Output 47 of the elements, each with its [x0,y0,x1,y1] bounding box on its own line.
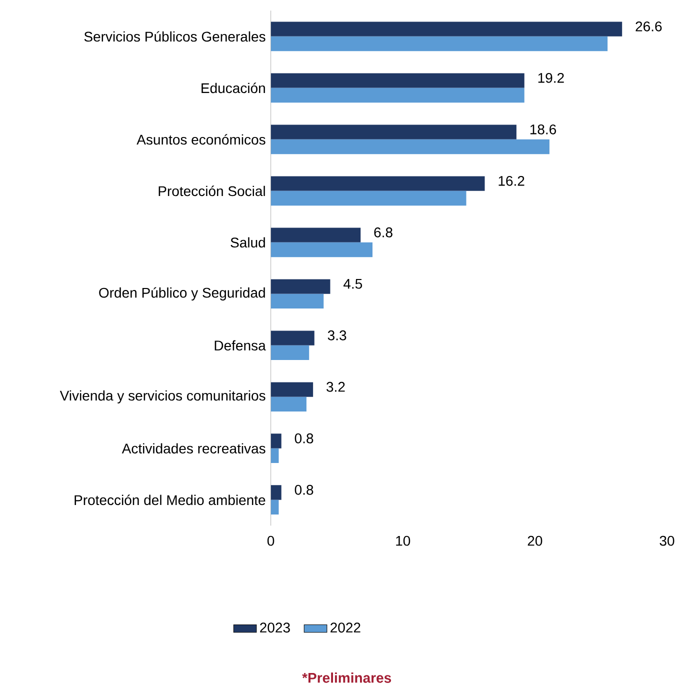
y-tick-label: Salud [230,237,265,248]
data-label: 19.2 [538,73,564,84]
bar [270,330,314,346]
bar [270,279,330,294]
data-label: 4.5 [343,279,362,289]
bar [270,294,324,309]
y-tick-label: Protección del Medio ambiente [74,494,266,506]
data-label: 6.8 [374,228,392,238]
bar [270,242,372,258]
bar [270,73,524,88]
legend-label: 2023 [260,622,290,633]
x-tick-label: 30 [660,536,674,546]
bar [270,397,306,412]
y-tick-label: Asuntos económicos [136,134,266,145]
bar [270,500,279,515]
y-tick-label: Actividades recreativas [122,443,266,454]
y-tick-label: Educación [202,82,265,94]
bar [270,382,314,398]
bar [270,36,608,52]
bar [270,191,466,206]
data-label: 18.6 [530,124,556,135]
bar [270,176,485,192]
x-tick-label: 0 [267,536,274,546]
y-tick-label: Defensa [214,340,266,351]
data-label: 3.2 [326,382,345,392]
bar [270,22,622,37]
y-tick-label: Orden Público y Seguridad [99,287,265,301]
x-tick-label: 20 [528,536,542,546]
data-label: 16.2 [498,176,524,186]
legend-label: 2022 [330,622,360,633]
text: *Preliminares [302,672,392,683]
data-label: 0.8 [294,434,314,444]
bar [270,88,524,103]
bar [270,434,282,449]
bar [270,485,282,500]
data-label: 26.6 [636,22,662,32]
data-label: 3.3 [328,330,346,340]
y-tick-label: Protección Social [158,186,265,196]
y-tick-label: Servicios Públicos Generales [84,31,266,42]
bar [270,228,361,243]
data-label: 0.8 [294,485,314,495]
y-tick-label: Vivienda y servicios comunitarios [60,390,266,404]
bar [270,140,550,154]
x-tick-label: 10 [396,536,410,546]
bar [270,124,516,140]
bar [270,346,310,360]
bar [270,448,279,464]
